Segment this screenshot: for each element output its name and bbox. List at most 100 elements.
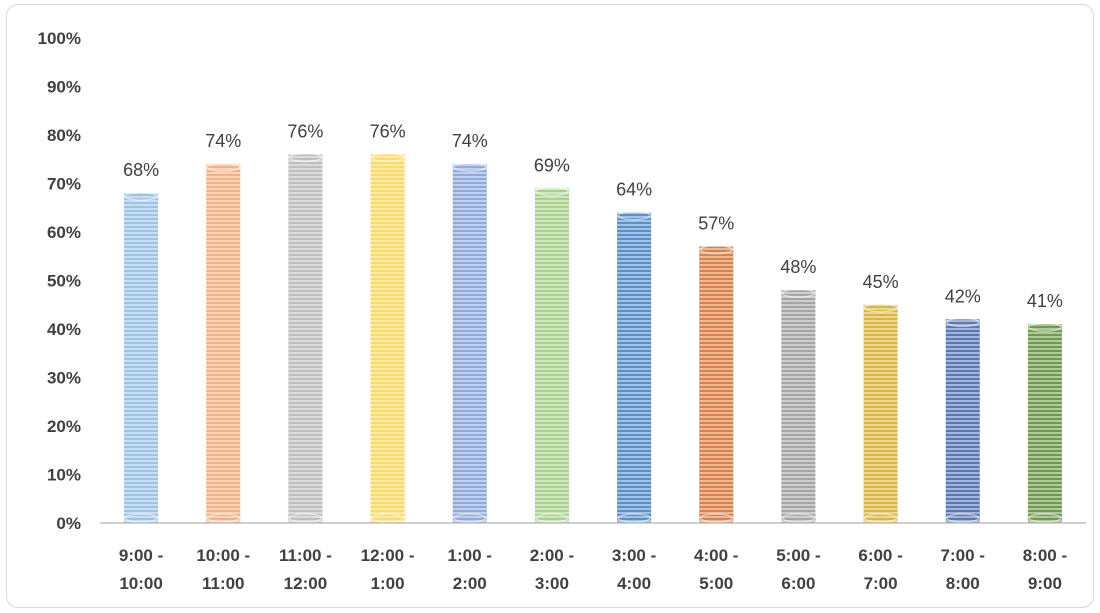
data-label: 74% bbox=[205, 131, 241, 151]
bar-bottom-cap bbox=[370, 513, 405, 523]
x-tick-label-line: 6:00 - bbox=[858, 546, 902, 565]
bar bbox=[945, 317, 980, 523]
bar-bottom-cap bbox=[535, 513, 569, 523]
bar-top-cap bbox=[617, 210, 651, 221]
x-tick-label: 8:00 - 9:00 bbox=[1023, 546, 1067, 593]
y-tick-label: 50% bbox=[47, 272, 81, 291]
data-label: 42% bbox=[945, 286, 981, 306]
y-tick-label: 40% bbox=[47, 320, 81, 339]
x-tick-label-line: 12:00 bbox=[284, 574, 327, 593]
x-tick-label: 11:00 - 12:00 bbox=[279, 546, 332, 593]
x-tick-label-line: 2:00 bbox=[453, 574, 487, 593]
x-tick-label: 4:00 - 5:00 bbox=[694, 546, 738, 593]
x-tick-label-line: 7:00 - bbox=[941, 546, 985, 565]
data-label: 76% bbox=[287, 121, 323, 141]
data-label: 74% bbox=[452, 131, 488, 151]
x-tick-label: 6:00 - 7:00 bbox=[858, 546, 902, 593]
bar-stripes bbox=[124, 193, 159, 523]
x-tick-label: 10:00 - 11:00 bbox=[196, 546, 250, 593]
y-tick-label: 30% bbox=[47, 369, 81, 388]
bar bbox=[288, 152, 323, 523]
bar-bottom-cap bbox=[288, 513, 323, 523]
bar-top-cap bbox=[288, 152, 323, 163]
x-tick-label-line: 3:00 - bbox=[612, 546, 656, 565]
bar-top-cap bbox=[946, 317, 980, 328]
x-tick-label-line: 3:00 bbox=[535, 574, 569, 593]
bars bbox=[124, 152, 1062, 524]
x-tick-label-line: 6:00 bbox=[781, 574, 815, 593]
bar bbox=[124, 191, 159, 523]
bar-top-cap bbox=[699, 244, 733, 255]
y-tick-label: 60% bbox=[47, 223, 81, 242]
bar-top-cap bbox=[863, 303, 898, 313]
x-tick-label-line: 5:00 - bbox=[776, 546, 820, 565]
bar-top-cap bbox=[370, 152, 405, 163]
x-tick-label: 5:00 - 6:00 bbox=[776, 546, 820, 593]
bar-stripes bbox=[534, 188, 569, 523]
bar-stripes bbox=[699, 246, 734, 524]
x-tick-label-line: 8:00 bbox=[946, 574, 980, 593]
bar-top-cap bbox=[535, 186, 569, 197]
x-tick-label-line: 2:00 - bbox=[530, 546, 574, 565]
bar-bottom-cap bbox=[206, 513, 240, 523]
bar bbox=[863, 303, 898, 523]
y-tick-label: 80% bbox=[47, 126, 81, 145]
x-tick-label-line: 9:00 - bbox=[119, 546, 163, 565]
bar-stripes bbox=[781, 290, 816, 523]
bar-bottom-cap bbox=[453, 513, 487, 523]
bar-stripes bbox=[452, 164, 487, 523]
bar bbox=[1027, 322, 1062, 523]
bar bbox=[370, 152, 405, 523]
bar-bottom-cap bbox=[699, 513, 733, 523]
x-axis-labels: 9:00 - 10:00 10:00 - 11:00 11:00 - 12:00 12:00… bbox=[119, 546, 1067, 593]
bar bbox=[206, 162, 241, 523]
x-tick-label: 1:00 - 2:00 bbox=[448, 546, 492, 593]
bar bbox=[534, 186, 569, 523]
x-tick-label: 2:00 - 3:00 bbox=[530, 546, 574, 593]
y-axis-labels: 0% 10% 20% 30% 40% 50% 60% 70% 80% 90% 100% bbox=[38, 29, 81, 533]
y-tick-label: 10% bbox=[47, 466, 81, 485]
y-tick-label: 0% bbox=[56, 514, 81, 533]
x-tick-label-line: 12:00 - bbox=[361, 546, 415, 565]
bar-stripes bbox=[863, 304, 898, 523]
bar bbox=[699, 244, 734, 524]
x-tick-label-line: 4:00 - bbox=[694, 546, 738, 565]
x-tick-label-line: 7:00 bbox=[864, 574, 898, 593]
bar-stripes bbox=[288, 154, 323, 523]
x-tick-label-line: 1:00 - bbox=[448, 546, 492, 565]
bar bbox=[452, 162, 487, 523]
x-tick-label-line: 1:00 bbox=[371, 574, 405, 593]
y-tick-label: 70% bbox=[47, 175, 81, 194]
x-tick-label-line: 5:00 bbox=[699, 574, 733, 593]
x-tick-label: 9:00 - 10:00 bbox=[119, 546, 163, 593]
x-tick-label: 3:00 - 4:00 bbox=[612, 546, 656, 593]
bar-stripes bbox=[617, 212, 652, 523]
bar-top-cap bbox=[1028, 322, 1062, 332]
bar-bottom-cap bbox=[617, 513, 651, 523]
bar-bottom-cap bbox=[946, 513, 980, 523]
data-label: 76% bbox=[370, 121, 406, 141]
data-labels: 68% 74% 76% 76% 74% 69% 64% 57% 48% 45% 42% 41% bbox=[123, 121, 1063, 311]
y-tick-label: 90% bbox=[47, 78, 81, 97]
data-label: 64% bbox=[616, 180, 652, 200]
bar-stripes bbox=[945, 319, 980, 523]
bar-top-cap bbox=[453, 162, 487, 172]
bar-stripes bbox=[206, 164, 241, 523]
data-label: 68% bbox=[123, 160, 159, 180]
bar-bottom-cap bbox=[1028, 513, 1062, 523]
x-tick-label: 12:00 - 1:00 bbox=[361, 546, 415, 593]
x-tick-label-line: 10:00 - bbox=[196, 546, 250, 565]
data-label: 45% bbox=[863, 272, 899, 292]
bar-bottom-cap bbox=[124, 513, 158, 523]
bar-top-cap bbox=[206, 162, 240, 172]
x-tick-label-line: 9:00 bbox=[1028, 574, 1062, 593]
bar-stripes bbox=[370, 154, 405, 523]
x-tick-label-line: 11:00 - bbox=[279, 546, 332, 565]
data-label: 48% bbox=[780, 257, 816, 277]
x-tick-label-line: 10:00 bbox=[119, 574, 162, 593]
y-tick-label: 20% bbox=[47, 417, 81, 436]
y-tick-label: 100% bbox=[38, 29, 81, 48]
data-label: 69% bbox=[534, 155, 570, 175]
x-tick-label: 7:00 - 8:00 bbox=[941, 546, 985, 593]
